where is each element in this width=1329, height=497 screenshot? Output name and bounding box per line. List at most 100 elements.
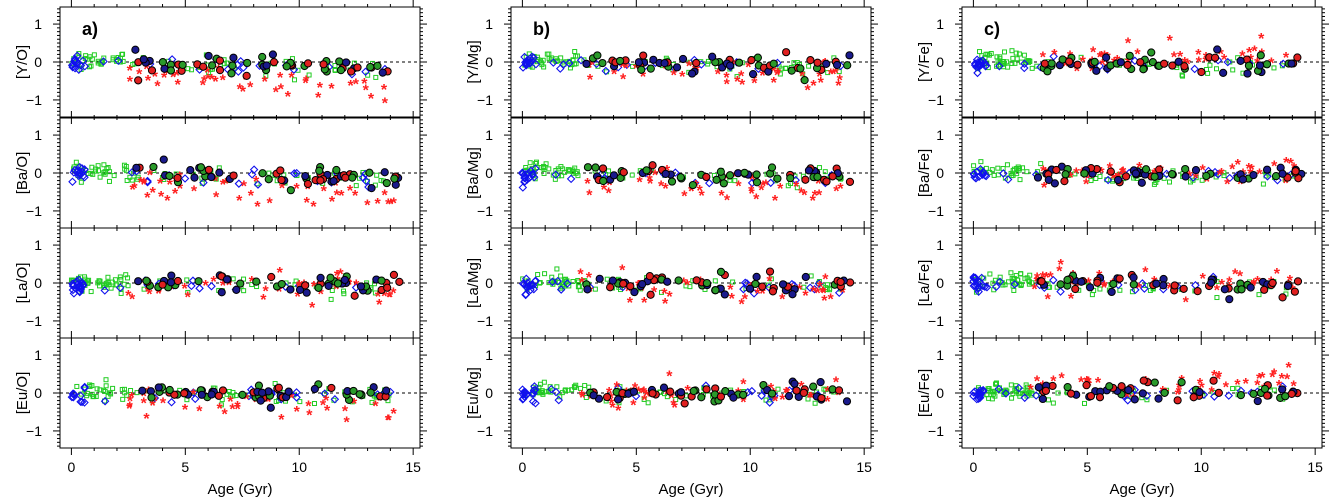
star-point: * <box>338 188 345 205</box>
star-point: * <box>1047 269 1054 286</box>
square-point <box>110 385 116 391</box>
star-point: * <box>742 291 749 308</box>
circle-point <box>1243 69 1252 78</box>
star-point: * <box>1167 33 1174 50</box>
star-point: * <box>817 279 824 296</box>
y-axis-label: [Y/Mg] <box>465 40 482 83</box>
square-point <box>576 279 582 285</box>
square-point <box>573 170 579 176</box>
circle-point <box>166 278 176 287</box>
circle-point <box>735 58 744 67</box>
diamond-point <box>969 273 979 283</box>
star-point: * <box>294 181 301 198</box>
star-point: * <box>1203 54 1210 71</box>
square-point <box>87 54 93 60</box>
square-point <box>990 391 996 397</box>
star-point: * <box>1283 155 1290 172</box>
diamond-point <box>977 273 986 283</box>
square-point <box>1014 171 1020 177</box>
star-point: * <box>612 171 619 188</box>
diamond-point <box>519 388 529 398</box>
diamond-point <box>521 290 530 299</box>
data-points: ****************************************… <box>970 31 1302 81</box>
star-point: * <box>1246 161 1253 178</box>
star-point: * <box>348 78 355 95</box>
star-point: * <box>1073 166 1080 183</box>
square-point <box>541 379 547 385</box>
diamond-point <box>982 282 992 292</box>
circle-point <box>599 176 608 186</box>
diamond-point <box>566 174 576 184</box>
star-point: * <box>586 60 593 77</box>
diamond-point <box>521 169 531 179</box>
circle-point <box>645 272 654 281</box>
star-point: * <box>1217 167 1224 184</box>
square-point <box>1050 400 1056 406</box>
star-point: * <box>143 411 150 428</box>
square-point <box>1038 161 1044 167</box>
circle-point <box>582 59 591 68</box>
x-tick-label: 5 <box>632 459 640 475</box>
circle-point <box>258 52 267 62</box>
panel-0-0: −101[Y/O]a)**** * *** ** ** **** * **** ** *** ***… <box>14 0 427 124</box>
x-tick-label: 0 <box>67 459 75 475</box>
star-point: * <box>254 199 261 216</box>
star-point: * <box>161 70 168 87</box>
square-point <box>641 396 647 402</box>
star-point: * <box>278 412 285 429</box>
star-point: * <box>1200 271 1207 288</box>
star-point: * <box>347 183 354 200</box>
diamond-point <box>70 165 80 175</box>
star-point: * <box>165 66 172 83</box>
diamond-point <box>358 173 368 182</box>
x-tick-label: 10 <box>1193 459 1209 475</box>
square-point <box>1190 177 1196 183</box>
circle-point <box>1150 172 1159 181</box>
star-point: * <box>835 78 842 95</box>
diamond-point <box>68 177 77 187</box>
star-point: * <box>732 169 739 186</box>
circle-point <box>302 288 311 297</box>
circle-point <box>1063 383 1072 392</box>
star-point: * <box>666 368 673 385</box>
square-point <box>115 54 121 60</box>
square-point <box>86 277 92 283</box>
square-point <box>241 276 247 282</box>
square-point <box>107 390 113 396</box>
circle-point <box>1095 393 1105 402</box>
diamond-point <box>601 66 611 76</box>
y-tick-label: −1 <box>477 423 493 439</box>
star-point: * <box>1198 380 1205 397</box>
star-point: * <box>1061 57 1068 74</box>
square-point <box>557 394 563 400</box>
star-point: * <box>304 195 311 212</box>
diamond-point <box>69 389 78 399</box>
square-point <box>541 163 547 169</box>
circle-point <box>1147 48 1156 57</box>
star-point: * <box>1082 170 1089 187</box>
diamond-point <box>980 58 989 68</box>
square-point <box>705 58 711 64</box>
square-point <box>374 172 380 178</box>
diamond-point <box>320 389 329 398</box>
star-point: * <box>688 184 695 201</box>
star-point: * <box>1256 167 1263 184</box>
star-point: * <box>1279 371 1286 388</box>
square-point <box>141 286 147 292</box>
star-point: * <box>1041 180 1048 197</box>
star-point: * <box>174 68 181 85</box>
diamond-point <box>563 279 572 288</box>
square-point <box>540 57 546 63</box>
star-point: * <box>1259 370 1266 387</box>
star-point: * <box>697 183 704 200</box>
square-point <box>306 72 312 78</box>
star-point: * <box>205 71 212 88</box>
circle-point <box>282 62 291 71</box>
circle-point <box>716 392 726 401</box>
star-point: * <box>318 286 325 303</box>
circle-point <box>242 71 251 80</box>
circle-point <box>1109 279 1118 289</box>
circle-point <box>692 276 701 285</box>
square-point <box>983 51 989 57</box>
